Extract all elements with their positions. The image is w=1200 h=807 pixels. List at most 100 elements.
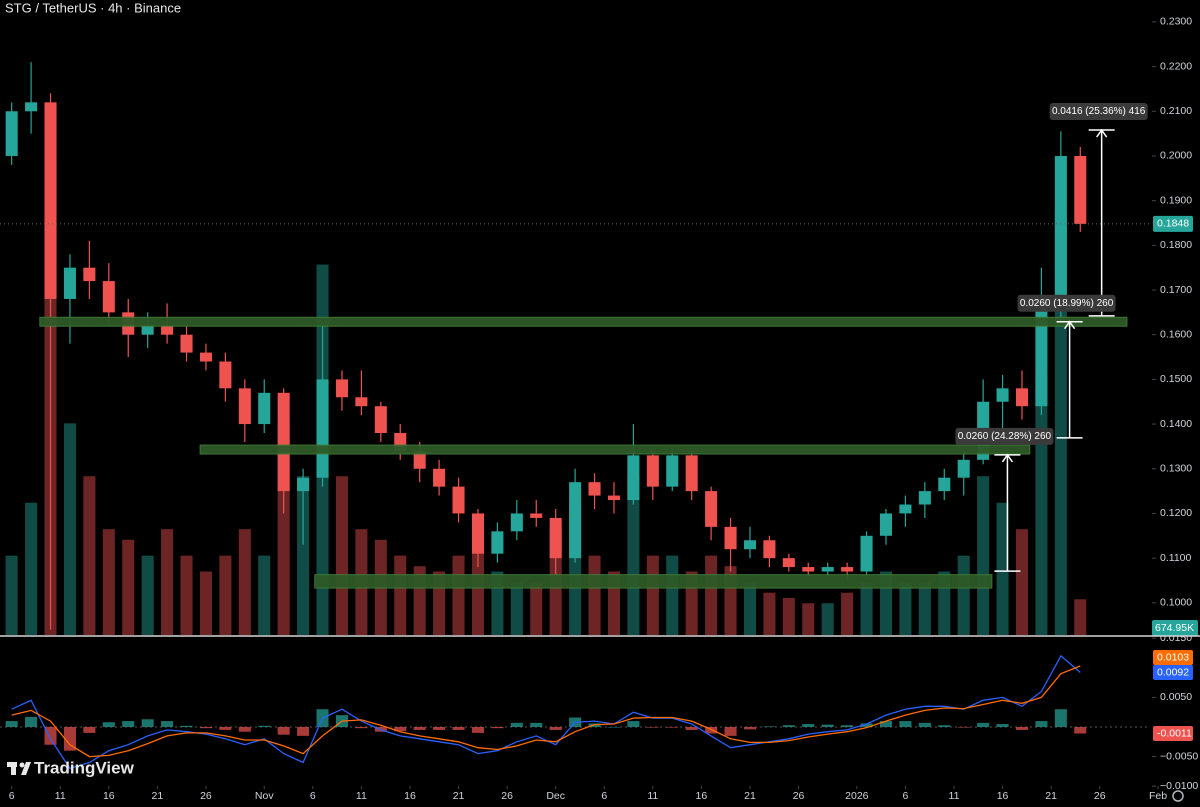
logo-part bbox=[21, 762, 31, 775]
volume-bar bbox=[763, 592, 776, 635]
candle-body bbox=[646, 455, 659, 487]
settings-button[interactable] bbox=[1172, 790, 1184, 802]
support-zone bbox=[39, 316, 1128, 327]
macd-histogram-bar bbox=[63, 726, 76, 751]
measure-arrowhead bbox=[1063, 320, 1076, 330]
macd-histogram-bar bbox=[180, 725, 193, 727]
macd-histogram-bar bbox=[238, 726, 251, 732]
y-tick-label: 0.1900 bbox=[1160, 194, 1192, 206]
y-tick-label: 0.1700 bbox=[1160, 284, 1192, 296]
candle-body bbox=[491, 531, 504, 554]
x-tick-label: 21 bbox=[1045, 790, 1057, 802]
x-tick-label: Dec bbox=[546, 790, 565, 802]
candle-body bbox=[957, 459, 970, 478]
candle-body bbox=[433, 468, 446, 487]
candle-body bbox=[996, 388, 1009, 402]
macd-histogram-bar bbox=[666, 726, 679, 728]
macd-histogram-bar bbox=[471, 726, 484, 733]
macd-histogram-bar bbox=[860, 723, 873, 727]
macd-histogram-bar bbox=[918, 722, 931, 727]
volume-bar bbox=[83, 476, 96, 635]
x-tick-label: 6 bbox=[902, 790, 908, 802]
candle-body bbox=[841, 567, 854, 572]
macd-histogram-bar bbox=[996, 724, 1009, 727]
macd-histogram-bar bbox=[607, 726, 620, 728]
macd-histogram-bar bbox=[977, 722, 990, 727]
brand-logo: TradingView bbox=[7, 758, 135, 777]
x-tick-label: 16 bbox=[696, 790, 708, 802]
macd-histogram-bar bbox=[1054, 709, 1067, 727]
volume-bar bbox=[918, 582, 931, 635]
macd-histogram-bar bbox=[25, 716, 38, 727]
volume-bar bbox=[180, 555, 193, 635]
macd-value-label: 0.0092 bbox=[1157, 666, 1189, 678]
volume-bar bbox=[743, 582, 757, 635]
volume-bar bbox=[802, 603, 815, 635]
volume-bar bbox=[297, 476, 310, 635]
macd-histogram-bar bbox=[782, 725, 795, 727]
x-tick-label: 21 bbox=[744, 790, 756, 802]
measure-label: 0.0416 (25.36%) 416 bbox=[1052, 106, 1146, 117]
volume-bar bbox=[666, 555, 679, 635]
macd-histogram-bar bbox=[199, 726, 212, 729]
measure-label-box bbox=[955, 427, 1054, 445]
y-tick-label: 0.1400 bbox=[1160, 418, 1192, 430]
chart-title: STG / TetherUS · 4h · Binance bbox=[5, 0, 181, 15]
volume-bar bbox=[25, 502, 38, 635]
macd-histogram-bar bbox=[705, 726, 718, 734]
candle-body bbox=[1035, 298, 1048, 407]
candle-body bbox=[355, 397, 368, 407]
macd-histogram-bar bbox=[122, 721, 135, 727]
x-tick-label: 6 bbox=[310, 790, 316, 802]
volume-label: 674.95K bbox=[1155, 622, 1194, 634]
volume-bar bbox=[588, 555, 601, 635]
candle-body bbox=[141, 325, 154, 335]
volume-bar bbox=[899, 582, 912, 635]
y-tick-label: 0.1100 bbox=[1160, 552, 1191, 564]
volume-bar bbox=[452, 555, 465, 635]
candle-body bbox=[199, 352, 212, 362]
macd-histogram-bar bbox=[763, 726, 776, 727]
y-tick-label: 0.2100 bbox=[1160, 105, 1192, 117]
volume-bar bbox=[1015, 529, 1029, 635]
candle-body bbox=[743, 540, 757, 550]
x-tick-label: 11 bbox=[949, 790, 960, 802]
y-tick-label: 0.2300 bbox=[1160, 16, 1192, 28]
candle-body bbox=[83, 267, 96, 282]
volume-bar bbox=[627, 476, 640, 635]
macd-y-tick-label: 0.0050 bbox=[1160, 691, 1192, 703]
volume-bar bbox=[219, 555, 232, 635]
volume-bar bbox=[530, 582, 543, 635]
candle-body bbox=[63, 267, 76, 299]
candle-body bbox=[782, 558, 795, 568]
macd-histogram-bar bbox=[938, 725, 951, 727]
x-tick-label: 16 bbox=[103, 790, 115, 802]
candle-body bbox=[1074, 155, 1087, 224]
macd-histogram-bar bbox=[530, 722, 543, 727]
plot-layer: 0.2300 0.2200 0.2100 0.2000 0.1900 0.1800 0.17… bbox=[0, 16, 1198, 802]
volume-bar bbox=[394, 555, 407, 635]
measure-label: 0.0260 (24.28%) 260 bbox=[958, 431, 1052, 442]
x-tick-label: 26 bbox=[200, 790, 212, 802]
volume-bar bbox=[102, 529, 115, 635]
volume-label-box bbox=[1152, 620, 1198, 636]
candle-body bbox=[510, 513, 523, 532]
macd-histogram-bar bbox=[627, 721, 640, 727]
candle-body bbox=[918, 491, 931, 505]
volume-bar bbox=[841, 592, 854, 635]
macd-histogram-bar bbox=[452, 726, 465, 730]
volume-bar bbox=[335, 476, 348, 635]
macd-histogram-bar bbox=[1015, 726, 1029, 730]
macd-histogram-bar bbox=[879, 721, 893, 727]
measure-label: 0.0260 (18.99%) 260 bbox=[1020, 298, 1114, 309]
macd-histogram-bar bbox=[394, 726, 407, 732]
support-zone bbox=[314, 574, 993, 589]
brand-name: TradingView bbox=[34, 758, 135, 777]
y-tick-label: 0.1000 bbox=[1160, 597, 1192, 609]
candle-body bbox=[1054, 155, 1067, 299]
measure-label-box bbox=[1049, 103, 1148, 121]
candle-body bbox=[627, 455, 640, 501]
candle-body bbox=[724, 526, 737, 550]
candle-body bbox=[763, 540, 776, 559]
volume-bar bbox=[199, 571, 212, 635]
